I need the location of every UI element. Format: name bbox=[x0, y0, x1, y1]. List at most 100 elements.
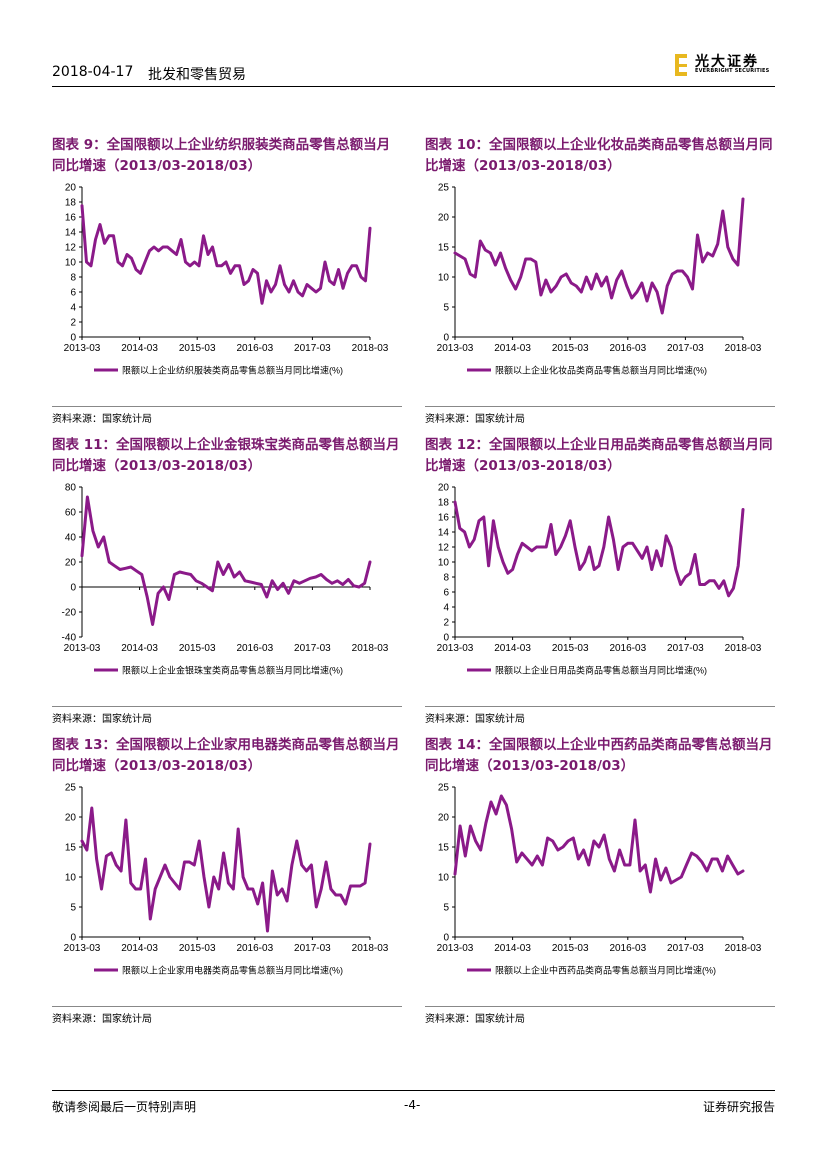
y-tick-label: 15 bbox=[65, 843, 77, 854]
y-tick-label: 6 bbox=[443, 588, 449, 599]
x-tick-label: 2016-03 bbox=[609, 343, 646, 354]
series-line bbox=[80, 806, 372, 933]
x-tick-label: 2018-03 bbox=[725, 643, 762, 654]
y-tick-label: 14 bbox=[438, 528, 450, 539]
line-chart-textile: 0 2 4 6 8 10 12 14 16 18 20 2013-03 2014-03 2015-03 20… bbox=[64, 183, 389, 376]
line-chart-medicine: 0 5 10 15 20 25 2013-03 2014-03 2015-03 2016-03 20… bbox=[437, 783, 762, 976]
x-tick-label: 2016-03 bbox=[609, 643, 646, 654]
chart-source: 资料来源：国家统计局 bbox=[425, 706, 775, 728]
chart-source: 资料来源：国家统计局 bbox=[52, 1006, 402, 1028]
x-tick-label: 2013-03 bbox=[437, 943, 474, 954]
series-line bbox=[80, 204, 372, 305]
y-tick-label: 12 bbox=[65, 243, 77, 254]
x-tick-label: 2014-03 bbox=[494, 943, 531, 954]
report-sector: 批发和零售贸易 bbox=[148, 67, 246, 83]
x-tick-label: 2018-03 bbox=[725, 343, 762, 354]
y-tick-label: 16 bbox=[65, 213, 77, 224]
y-tick-label: 0 bbox=[70, 333, 76, 344]
x-tick-label: 2014-03 bbox=[494, 643, 531, 654]
y-tick-label: 14 bbox=[65, 228, 77, 239]
y-tick-label: 0 bbox=[443, 633, 449, 644]
line-chart-daily-goods: 0 2 4 6 8 10 12 14 16 18 20 2013-03 2014-03 2015-03 20… bbox=[437, 483, 762, 676]
y-tick-label: 20 bbox=[65, 558, 77, 569]
logo-text: 光大证券 bbox=[695, 54, 759, 70]
chart-title: 图表 10：全国限额以上企业化妆品类商品零售总额当月同比增速（2013/03-2… bbox=[425, 137, 773, 174]
y-tick-label: 2 bbox=[443, 618, 449, 629]
x-tick-label: 2017-03 bbox=[294, 343, 331, 354]
x-tick-label: 2014-03 bbox=[121, 343, 158, 354]
footer-disclaimer: 敬请参阅最后一页特别声明 bbox=[52, 1100, 197, 1114]
chart-source: 资料来源：国家统计局 bbox=[52, 706, 402, 728]
y-tick-label: 18 bbox=[438, 498, 450, 509]
y-tick-label: 12 bbox=[438, 543, 450, 554]
y-tick-label: 2 bbox=[70, 318, 76, 329]
legend-label: 限额以上企业日用品类商品零售总额当月同比增速(%) bbox=[495, 665, 707, 676]
y-tick-label: 80 bbox=[65, 483, 77, 494]
line-chart-jewelry: -40 -20 0 20 40 60 80 2013-03 2014-03 2015-03 2016… bbox=[62, 483, 389, 676]
line-chart-appliances: 0 5 10 15 20 25 2013-03 2014-03 2015-03 2016-03 20… bbox=[64, 783, 389, 976]
x-tick-label: 2015-03 bbox=[179, 343, 216, 354]
y-tick-label: 18 bbox=[65, 198, 77, 209]
report-date: 2018-04-17 bbox=[52, 64, 134, 80]
x-tick-label: 2015-03 bbox=[552, 943, 589, 954]
x-tick-label: 2016-03 bbox=[236, 943, 273, 954]
y-tick-label: 4 bbox=[70, 303, 76, 314]
chart-title: 图表 11：全国限额以上企业金银珠宝类商品零售总额当月同比增速（2013/03-… bbox=[52, 437, 400, 474]
x-tick-label: 2015-03 bbox=[552, 643, 589, 654]
x-tick-label: 2013-03 bbox=[437, 343, 474, 354]
y-tick-label: 10 bbox=[438, 273, 450, 284]
chart-title: 图表 12：全国限额以上企业日用品类商品零售总额当月同比增速（2013/03-2… bbox=[425, 437, 773, 474]
y-tick-label: 5 bbox=[443, 303, 449, 314]
y-tick-label: 0 bbox=[70, 933, 76, 944]
page-number: -4- bbox=[404, 1098, 421, 1112]
chart-title: 图表 9：全国限额以上企业纺织服装类商品零售总额当月同比增速（2013/03-2… bbox=[52, 137, 391, 174]
y-tick-label: 10 bbox=[438, 558, 450, 569]
y-tick-label: 4 bbox=[443, 603, 449, 614]
y-tick-label: 25 bbox=[65, 783, 77, 794]
y-tick-label: 40 bbox=[65, 533, 77, 544]
logo-subtext: EVERBRIGHT SECURITIES bbox=[695, 68, 770, 74]
y-tick-label: -40 bbox=[62, 633, 77, 644]
legend-label: 限额以上企业化妆品类商品零售总额当月同比增速(%) bbox=[495, 365, 707, 376]
x-tick-label: 2014-03 bbox=[121, 943, 158, 954]
x-tick-label: 2017-03 bbox=[294, 943, 331, 954]
y-tick-label: 15 bbox=[438, 843, 450, 854]
y-tick-label: 0 bbox=[70, 583, 76, 594]
y-tick-label: 20 bbox=[65, 813, 77, 824]
series-line bbox=[453, 500, 745, 598]
y-tick-label: 20 bbox=[438, 483, 450, 494]
y-tick-label: 20 bbox=[438, 213, 450, 224]
y-tick-label: 15 bbox=[438, 243, 450, 254]
x-tick-label: 2018-03 bbox=[352, 643, 389, 654]
logo-mark-icon bbox=[675, 54, 687, 76]
x-tick-label: 2017-03 bbox=[667, 943, 704, 954]
x-tick-label: 2013-03 bbox=[64, 343, 101, 354]
x-tick-label: 2018-03 bbox=[725, 943, 762, 954]
y-tick-label: 0 bbox=[443, 333, 449, 344]
y-tick-label: 8 bbox=[443, 573, 449, 584]
y-tick-label: 0 bbox=[443, 933, 449, 944]
series-line bbox=[453, 794, 745, 894]
page-header: 2018-04-17 批发和零售贸易 光大证券 EVERBRIGHT SECUR… bbox=[52, 54, 775, 87]
chart-title: 图表 14：全国限额以上企业中西药品类商品零售总额当月同比增速（2013/03-… bbox=[425, 737, 773, 774]
line-chart-cosmetics: 0 5 10 15 20 25 2013-03 2014-03 2015-03 2016-03 20… bbox=[437, 183, 762, 376]
y-tick-label: 5 bbox=[443, 903, 449, 914]
legend-label: 限额以上企业家用电器类商品零售总额当月同比增速(%) bbox=[122, 965, 343, 976]
y-tick-label: 10 bbox=[65, 873, 77, 884]
legend-label: 限额以上企业金银珠宝类商品零售总额当月同比增速(%) bbox=[122, 665, 343, 676]
x-tick-label: 2017-03 bbox=[667, 643, 704, 654]
x-tick-label: 2017-03 bbox=[294, 643, 331, 654]
y-tick-label: 25 bbox=[438, 783, 450, 794]
y-tick-label: 60 bbox=[65, 508, 77, 519]
chart-source: 资料来源：国家统计局 bbox=[425, 1006, 775, 1028]
x-tick-label: 2018-03 bbox=[352, 943, 389, 954]
y-tick-label: 6 bbox=[70, 288, 76, 299]
x-tick-label: 2014-03 bbox=[121, 643, 158, 654]
x-tick-label: 2013-03 bbox=[437, 643, 474, 654]
x-tick-label: 2013-03 bbox=[64, 643, 101, 654]
y-tick-label: 5 bbox=[70, 903, 76, 914]
chart-source: 资料来源：国家统计局 bbox=[52, 406, 402, 428]
chart-title: 图表 13：全国限额以上企业家用电器类商品零售总额当月同比增速（2013/03-… bbox=[52, 737, 400, 774]
y-tick-label: 25 bbox=[438, 183, 450, 194]
x-tick-label: 2016-03 bbox=[236, 343, 273, 354]
